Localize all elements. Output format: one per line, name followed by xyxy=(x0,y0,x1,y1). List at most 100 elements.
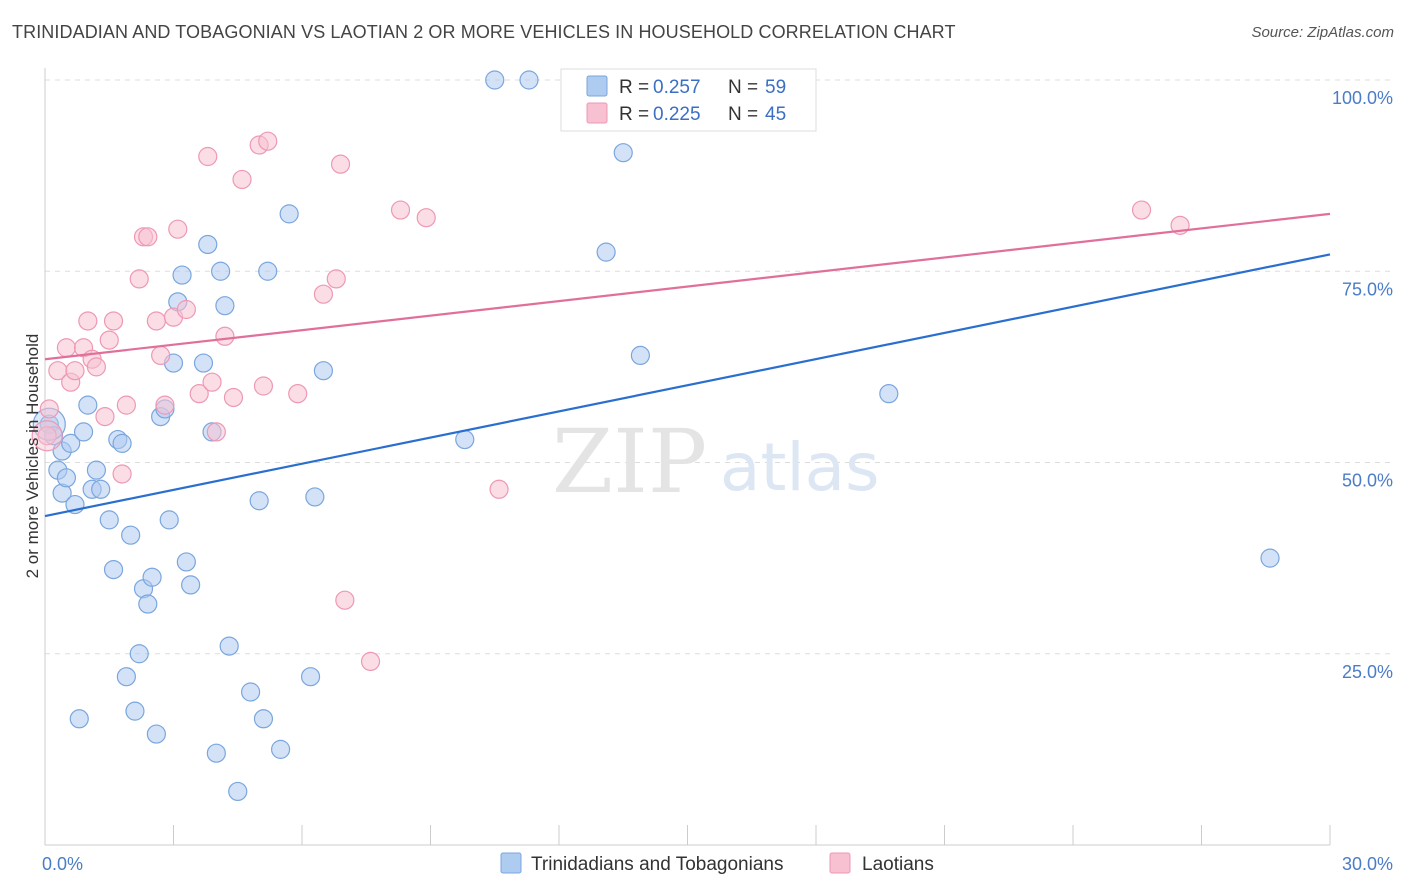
data-point-trinidadians xyxy=(73,422,94,442)
data-point-trinidadians xyxy=(215,296,235,316)
y-tick-label: 100.0% xyxy=(1332,88,1393,108)
data-point-laotians xyxy=(129,269,149,289)
data-point-trinidadians xyxy=(121,525,141,545)
data-point-trinidadians xyxy=(313,361,334,381)
data-point-laotians xyxy=(232,169,252,190)
data-point-laotians xyxy=(95,407,115,427)
data-point-trinidadians xyxy=(69,709,89,729)
series-laotians-points xyxy=(31,131,1190,672)
data-point-laotians xyxy=(390,200,411,220)
data-point-laotians xyxy=(1131,200,1152,220)
watermark-zip: ZIP xyxy=(552,410,707,513)
data-point-laotians xyxy=(360,651,381,672)
data-point-trinidadians xyxy=(211,261,231,281)
data-point-trinidadians xyxy=(99,510,119,530)
data-point-trinidadians xyxy=(129,644,149,664)
data-point-laotians xyxy=(335,590,355,610)
data-point-trinidadians xyxy=(198,234,218,255)
data-point-trinidadians xyxy=(300,667,321,687)
data-point-laotians xyxy=(198,146,218,167)
data-point-trinidadians xyxy=(485,70,505,90)
data-point-laotians xyxy=(189,384,209,404)
stats-legend-swatch-blue xyxy=(586,75,608,97)
data-point-trinidadians xyxy=(241,682,261,702)
data-point-trinidadians xyxy=(455,429,475,450)
data-point-trinidadians xyxy=(258,261,278,281)
data-point-laotians xyxy=(215,326,235,346)
data-point-trinidadians xyxy=(176,552,196,572)
data-point-laotians xyxy=(326,269,346,289)
series-legend: Trinidadians and Tobagonians Laotians xyxy=(500,852,934,875)
data-point-laotians xyxy=(146,311,166,331)
data-point-laotians xyxy=(168,219,188,239)
legend-label-laotians: Laotians xyxy=(862,854,934,875)
y-axis-label: 2 or more Vehicles in Household xyxy=(23,334,42,579)
data-point-trinidadians xyxy=(78,395,98,415)
data-point-trinidadians xyxy=(596,242,616,262)
data-point-laotians xyxy=(155,395,175,415)
data-point-trinidadians xyxy=(112,433,132,453)
stats-legend-r-label: R = xyxy=(619,104,649,125)
data-point-trinidadians xyxy=(142,567,162,587)
data-point-laotians xyxy=(39,399,59,419)
data-point-trinidadians xyxy=(181,575,201,595)
data-point-laotians xyxy=(330,154,351,174)
data-point-laotians xyxy=(112,464,132,484)
data-point-laotians xyxy=(99,330,119,350)
data-point-trinidadians xyxy=(279,204,299,224)
data-point-trinidadians xyxy=(86,460,107,480)
data-point-laotians xyxy=(116,395,136,415)
data-point-trinidadians xyxy=(138,594,158,614)
data-point-trinidadians xyxy=(249,491,269,511)
data-point-laotians xyxy=(288,384,308,404)
data-point-trinidadians xyxy=(146,724,166,744)
y-tick-label: 50.0% xyxy=(1342,471,1393,491)
stats-legend-n-label: N = xyxy=(728,77,758,98)
watermark-atlas: atlas xyxy=(720,429,880,506)
data-point-laotians xyxy=(416,208,436,228)
y-tick-label: 25.0% xyxy=(1342,662,1393,682)
stats-legend-n-label: N = xyxy=(728,104,758,125)
stats-legend-n-value: 59 xyxy=(765,77,786,98)
data-point-trinidadians xyxy=(159,510,179,530)
y-tick-label: 75.0% xyxy=(1342,279,1393,299)
data-point-trinidadians xyxy=(219,636,239,656)
data-point-trinidadians xyxy=(172,265,192,285)
stats-legend: R = 0.257 N = 59 R = 0.225 N = 45 xyxy=(560,68,817,132)
trend-line-trinidadians xyxy=(44,253,1331,518)
data-point-trinidadians xyxy=(56,468,77,488)
data-point-trinidadians xyxy=(1260,548,1280,568)
data-point-laotians xyxy=(37,426,57,446)
data-point-laotians xyxy=(253,376,274,396)
data-point-laotians xyxy=(86,357,107,377)
legend-swatch-laotians xyxy=(829,852,851,874)
data-point-laotians xyxy=(206,422,226,442)
data-point-trinidadians xyxy=(61,433,81,453)
data-point-laotians xyxy=(65,361,85,381)
series-trinidadians-points xyxy=(32,70,1280,802)
data-point-laotians xyxy=(151,345,171,365)
stats-legend-r-label: R = xyxy=(619,77,649,98)
data-point-laotians xyxy=(78,311,98,331)
stats-legend-r-value: 0.225 xyxy=(653,104,701,125)
watermark: ZIP atlas xyxy=(552,410,880,513)
stats-legend-r-value: 0.257 xyxy=(653,77,701,98)
data-point-laotians xyxy=(103,311,124,331)
data-point-laotians xyxy=(489,479,509,499)
data-point-trinidadians xyxy=(91,479,111,499)
data-point-trinidadians xyxy=(253,709,274,729)
data-point-trinidadians xyxy=(519,70,539,90)
legend-swatch-trinidadians xyxy=(500,852,522,874)
data-point-laotians xyxy=(223,387,244,408)
chart-source: Source: ZipAtlas.com xyxy=(1251,24,1394,41)
data-point-trinidadians xyxy=(193,353,214,373)
x-tick-label: 30.0% xyxy=(1342,854,1393,874)
chart-title: TRINIDADIAN AND TOBAGONIAN VS LAOTIAN 2 … xyxy=(12,22,956,42)
grid-lines xyxy=(45,79,1392,655)
data-point-laotians xyxy=(313,284,334,304)
data-point-laotians xyxy=(138,227,158,247)
legend-label-trinidadians: Trinidadians and Tobagonians xyxy=(531,854,783,875)
data-point-laotians xyxy=(56,338,77,358)
tick-labels: 25.0% 50.0% 75.0% 100.0% 0.0% 30.0% xyxy=(42,88,1393,874)
